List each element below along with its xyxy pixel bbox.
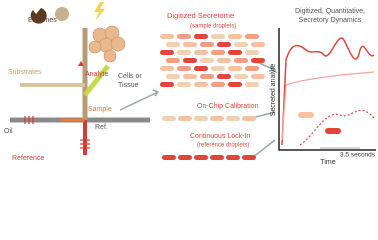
droplet xyxy=(228,50,242,55)
label-ref: Ref. xyxy=(95,124,108,131)
droplet xyxy=(160,34,174,39)
plot-title: Digitized, Quantitative, xyxy=(295,8,365,15)
droplet xyxy=(226,155,240,160)
droplet xyxy=(200,58,214,63)
droplet xyxy=(194,155,208,160)
droplet xyxy=(251,42,265,47)
title-lockin: Continuous Lock-In xyxy=(190,133,250,140)
droplet xyxy=(228,66,242,71)
droplet xyxy=(211,82,225,87)
droplet xyxy=(234,58,248,63)
droplet xyxy=(200,74,214,79)
droplet xyxy=(217,74,231,79)
droplet xyxy=(194,50,208,55)
droplet xyxy=(166,42,180,47)
droplet xyxy=(177,50,191,55)
droplet xyxy=(245,34,259,39)
label-reference: Reference xyxy=(12,155,44,162)
droplet xyxy=(194,34,208,39)
plot xyxy=(278,28,376,151)
droplet xyxy=(166,74,180,79)
droplet xyxy=(200,42,214,47)
droplet xyxy=(194,82,208,87)
droplets xyxy=(160,34,265,160)
droplet xyxy=(178,155,192,160)
droplet xyxy=(183,58,197,63)
label-sample: Sample xyxy=(88,106,112,113)
y-label: Secreted analyte xyxy=(270,64,277,117)
droplet xyxy=(245,50,259,55)
droplet xyxy=(226,116,240,121)
droplet xyxy=(242,116,256,121)
droplet xyxy=(251,58,265,63)
title-calibration: On-Chip Calibration xyxy=(197,103,259,110)
x-label: Time xyxy=(320,159,335,166)
droplet xyxy=(245,66,259,71)
droplet xyxy=(211,34,225,39)
droplet xyxy=(228,34,242,39)
droplet xyxy=(234,42,248,47)
droplet xyxy=(162,155,176,160)
droplet xyxy=(211,66,225,71)
droplet xyxy=(194,66,208,71)
title-secretome: Digitized Secretome xyxy=(167,11,234,20)
droplet xyxy=(211,50,225,55)
droplet xyxy=(177,82,191,87)
subtitle-lockin: (reference droplets) xyxy=(197,143,249,149)
droplet xyxy=(160,66,174,71)
droplet xyxy=(217,42,231,47)
droplet xyxy=(177,66,191,71)
droplet xyxy=(210,155,224,160)
label-cells: Cells or xyxy=(118,73,142,80)
droplet xyxy=(166,58,180,63)
droplet xyxy=(177,34,191,39)
subtitle-secretome: (sample droplets) xyxy=(190,24,236,30)
label-oil: Oil xyxy=(4,128,13,135)
droplet xyxy=(162,116,176,121)
chip xyxy=(10,2,150,155)
label-enzymes: Enzymes xyxy=(28,17,57,24)
droplet xyxy=(194,116,208,121)
droplet xyxy=(245,82,259,87)
label-cells: Tissue xyxy=(118,82,138,89)
droplet xyxy=(210,116,224,121)
droplet xyxy=(183,42,197,47)
droplet xyxy=(234,74,248,79)
droplet xyxy=(178,116,192,121)
droplet xyxy=(160,50,174,55)
droplet xyxy=(183,74,197,79)
label-substrates: Substrates xyxy=(8,69,42,76)
label-analyte: Analyte xyxy=(85,71,108,78)
droplet xyxy=(217,58,231,63)
interval-label: 3.5 seconds xyxy=(340,152,376,159)
droplet xyxy=(251,74,265,79)
droplet xyxy=(160,82,174,87)
droplet xyxy=(242,155,256,160)
droplet xyxy=(228,82,242,87)
figure: Enzymes Substrates Analyte Cells or Tiss… xyxy=(4,2,376,166)
plot-title: Secretory Dynamics xyxy=(299,17,362,24)
